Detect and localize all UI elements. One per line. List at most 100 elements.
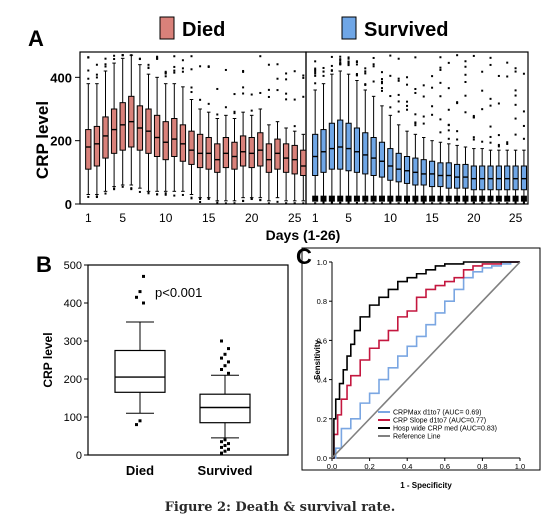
outlier-point <box>95 63 98 66</box>
outlier-point <box>156 56 159 59</box>
box-died-day <box>222 137 230 169</box>
outlier-point <box>364 72 367 75</box>
box-survived-day <box>504 165 511 191</box>
outlier-point <box>447 129 450 132</box>
outlier-point <box>293 98 296 101</box>
outlier-point <box>447 61 450 64</box>
outlier-point <box>364 202 367 205</box>
outlier-point <box>242 199 245 202</box>
outlier-point <box>406 108 409 111</box>
outlier-point <box>330 64 333 67</box>
outlier-point <box>414 113 417 116</box>
outlier-point <box>389 202 392 205</box>
outlier-point <box>95 73 98 76</box>
outlier-point <box>481 140 484 143</box>
outlier-point <box>380 78 383 81</box>
panel-b-outlier <box>223 444 227 447</box>
outlier-cluster <box>387 195 394 202</box>
outlier-point <box>414 87 417 90</box>
panel-b-outlier <box>227 442 230 446</box>
outlier-point <box>397 110 400 113</box>
outlier-point <box>489 202 492 205</box>
outlier-point <box>113 54 116 57</box>
box-died-day <box>300 149 307 177</box>
outlier-point <box>456 54 459 57</box>
panel-c-xlabel: 1 - Specificity <box>400 481 452 490</box>
outlier-point <box>472 136 475 139</box>
panel-b-ytick-label: 500 <box>64 260 82 272</box>
outlier-point <box>464 80 467 83</box>
outlier-point <box>431 86 434 89</box>
box-died-day <box>239 135 247 167</box>
panel-b-outlier <box>220 440 223 444</box>
panel-b-outlier <box>135 295 138 299</box>
outlier-point <box>233 110 236 113</box>
outlier-point <box>464 202 467 205</box>
outlier-point <box>224 106 227 109</box>
outlier-point <box>147 192 150 195</box>
outlier-point <box>173 55 176 58</box>
outlier-point <box>422 115 425 118</box>
box-died-day <box>196 133 204 169</box>
outlier-point <box>347 64 350 67</box>
outlier-point <box>267 202 270 205</box>
outlier-point <box>372 202 375 205</box>
roc-reference-line <box>331 261 521 459</box>
outlier-point <box>207 65 210 68</box>
outlier-point <box>456 202 459 205</box>
box-survived-day <box>520 165 528 191</box>
outlier-point <box>322 74 325 77</box>
box-survived-day <box>479 165 486 191</box>
outlier-point <box>439 81 442 84</box>
outlier-point <box>514 201 517 204</box>
roc-crpslope-line <box>332 261 520 459</box>
outlier-point <box>259 55 262 58</box>
panel-a-xtick-label: 1 <box>312 211 319 225</box>
outlier-point <box>190 86 193 89</box>
outlier-point <box>233 112 236 115</box>
panel-b-outlier <box>220 339 223 343</box>
outlier-point <box>489 63 492 66</box>
outlier-point <box>481 108 484 111</box>
panel-c-ytick-label: 0.6 <box>317 336 327 345</box>
panel-b-outlier <box>227 360 230 364</box>
outlier-point <box>522 137 525 140</box>
box-survived-day <box>353 127 361 173</box>
outlier-point <box>497 134 500 137</box>
outlier-point <box>285 78 288 81</box>
legend-label-survived: Survived <box>364 19 448 41</box>
outlier-point <box>414 201 417 204</box>
outlier-cluster <box>520 195 527 202</box>
outlier-point <box>339 59 342 62</box>
outlier-point <box>267 63 270 66</box>
panel-c-xtick-label: 0.0 <box>327 462 337 471</box>
outlier-point <box>347 57 350 60</box>
outlier-point <box>224 68 227 71</box>
outlier-point <box>173 65 176 68</box>
outlier-point <box>364 70 367 73</box>
outlier-point <box>130 188 133 191</box>
outlier-point <box>293 125 296 128</box>
outlier-point <box>355 74 358 77</box>
outlier-point <box>522 72 525 75</box>
box-died-day <box>119 102 126 151</box>
outlier-point <box>138 57 141 60</box>
outlier-point <box>447 87 450 90</box>
outlier-point <box>414 56 417 59</box>
panel-c: C Sensitivity 0.0 0.2 0.4 0.6 0.8 1.0 0.0 0.2 0.… <box>296 244 541 490</box>
box-died-day <box>274 138 281 170</box>
outlier-point <box>190 55 193 58</box>
outlier-cluster <box>395 195 402 202</box>
box-died-day <box>265 143 273 173</box>
outlier-point <box>285 202 288 205</box>
outlier-point <box>456 138 459 141</box>
roc-crpmax-line <box>332 261 520 459</box>
outlier-point <box>406 201 409 204</box>
outlier-cluster <box>337 195 344 202</box>
outlier-point <box>456 130 459 133</box>
box-survived-day <box>470 165 477 191</box>
outlier-point <box>380 71 383 74</box>
outlier-point <box>389 95 392 98</box>
panel-a-xtick-label: 5 <box>119 211 126 225</box>
